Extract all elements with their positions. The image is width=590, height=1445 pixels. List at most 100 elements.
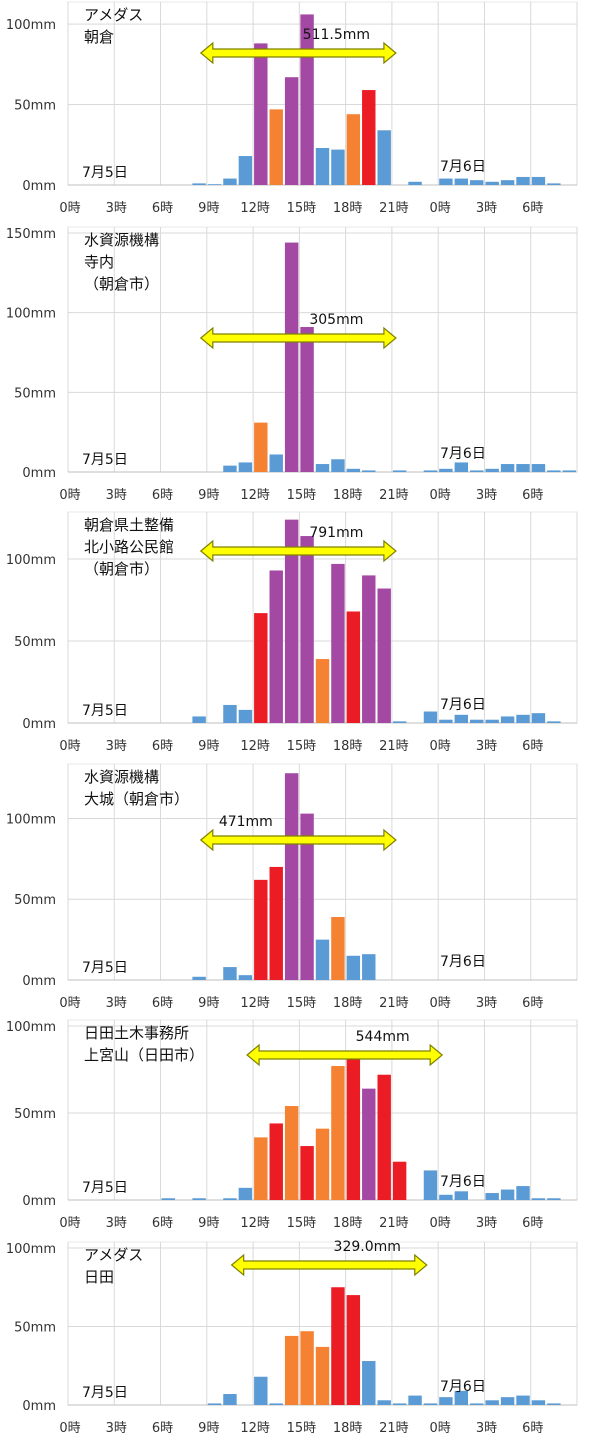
station-label: 日田土木事務所 bbox=[84, 1024, 189, 1042]
y-tick-label: 0mm bbox=[22, 1399, 56, 1414]
x-tick-label: 21時 bbox=[379, 488, 409, 503]
x-tick-label: 6時 bbox=[152, 201, 173, 216]
x-tick-label: 3時 bbox=[476, 201, 497, 216]
x-tick-label: 0時 bbox=[430, 1216, 451, 1231]
day1-label: 7月5日 bbox=[82, 1385, 128, 1401]
x-tick-label: 6時 bbox=[522, 1216, 543, 1231]
total-label: 544mm bbox=[356, 1029, 410, 1045]
total-label: 329.0mm bbox=[334, 1239, 401, 1255]
rain-bar bbox=[315, 147, 330, 185]
rain-bar bbox=[423, 1170, 438, 1200]
rain-bar bbox=[454, 1390, 469, 1405]
x-tick-label: 6時 bbox=[152, 739, 173, 754]
rain-bar bbox=[423, 1403, 438, 1405]
station-label: 朝倉 bbox=[84, 28, 114, 46]
y-tick-label: 50mm bbox=[14, 1107, 56, 1122]
rain-bar bbox=[300, 327, 314, 472]
station-label: （朝倉市） bbox=[84, 560, 159, 578]
total-label: 471mm bbox=[219, 814, 273, 830]
rain-bar bbox=[223, 1394, 237, 1405]
x-tick-label: 18時 bbox=[333, 739, 363, 754]
plot-area bbox=[67, 226, 578, 473]
rain-bar bbox=[470, 1403, 484, 1405]
rain-bar bbox=[485, 1400, 499, 1405]
rain-bar bbox=[254, 43, 268, 186]
rain-bar bbox=[315, 1128, 330, 1200]
x-tick-label: 3時 bbox=[106, 488, 127, 503]
station-label: 日田 bbox=[84, 1268, 114, 1286]
rain-bar bbox=[223, 465, 237, 472]
rain-bar bbox=[269, 570, 283, 723]
x-tick-label: 0時 bbox=[430, 488, 451, 503]
x-tick-label: 3時 bbox=[476, 1421, 497, 1436]
rain-bar bbox=[161, 1198, 175, 1200]
rain-bar bbox=[254, 1137, 268, 1200]
y-tick-label: 50mm bbox=[14, 1321, 56, 1336]
x-tick-label: 9時 bbox=[198, 996, 219, 1011]
rain-bar bbox=[547, 721, 561, 723]
x-tick-label: 6時 bbox=[522, 1421, 543, 1436]
rain-bar bbox=[547, 470, 561, 472]
y-tick-label: 100mm bbox=[6, 1020, 56, 1035]
day2-label: 7月6日 bbox=[440, 1379, 486, 1395]
rain-bar bbox=[377, 588, 391, 723]
total-label: 511.5mm bbox=[303, 27, 370, 43]
rain-bar bbox=[346, 611, 361, 723]
y-tick-label: 50mm bbox=[14, 635, 56, 650]
rain-bar bbox=[346, 955, 361, 980]
y-tick-label: 100mm bbox=[6, 307, 56, 322]
y-tick-label: 100mm bbox=[6, 553, 56, 568]
rain-bar bbox=[315, 659, 330, 723]
x-tick-label: 3時 bbox=[476, 1216, 497, 1231]
rain-bar bbox=[562, 470, 576, 472]
rain-bar bbox=[300, 1331, 314, 1405]
rain-bar bbox=[254, 1376, 268, 1405]
x-tick-label: 15時 bbox=[287, 996, 317, 1011]
rain-bar bbox=[485, 468, 499, 472]
rain-bar bbox=[238, 156, 253, 185]
rain-bar bbox=[300, 536, 314, 723]
x-tick-label: 3時 bbox=[476, 488, 497, 503]
rain-bar bbox=[516, 1395, 530, 1405]
day2-label: 7月6日 bbox=[440, 697, 486, 713]
rain-bar bbox=[284, 242, 299, 472]
rain-bar bbox=[192, 716, 206, 723]
rain-bar bbox=[207, 184, 222, 185]
x-tick-label: 12時 bbox=[240, 1216, 270, 1231]
total-label: 305mm bbox=[309, 312, 363, 328]
rain-bar bbox=[500, 180, 515, 185]
rain-bar bbox=[408, 1395, 422, 1405]
x-tick-label: 12時 bbox=[240, 488, 270, 503]
station-label: 水資源機構 bbox=[84, 231, 159, 249]
x-tick-label: 6時 bbox=[152, 996, 173, 1011]
rain-bar bbox=[192, 183, 206, 185]
rain-bar bbox=[454, 178, 469, 185]
rain-bar bbox=[192, 1198, 206, 1200]
station-label: （朝倉市） bbox=[84, 275, 159, 293]
station-label: 寺内 bbox=[84, 253, 114, 271]
x-tick-label: 18時 bbox=[333, 201, 363, 216]
rain-bar bbox=[392, 721, 407, 723]
x-tick-label: 9時 bbox=[198, 1216, 219, 1231]
x-tick-label: 0時 bbox=[59, 201, 80, 216]
period-arrow bbox=[199, 828, 397, 852]
rain-bar bbox=[362, 1361, 376, 1405]
rain-bar bbox=[531, 1198, 546, 1200]
x-tick-label: 6時 bbox=[522, 488, 543, 503]
x-tick-label: 6時 bbox=[522, 996, 543, 1011]
rain-bar bbox=[485, 1193, 499, 1200]
rain-bar bbox=[362, 90, 376, 185]
x-tick-label: 6時 bbox=[152, 488, 173, 503]
station-label: アメダス bbox=[84, 1246, 143, 1264]
rain-bar bbox=[223, 704, 237, 723]
rain-bar bbox=[500, 464, 515, 472]
rain-bar bbox=[284, 519, 299, 723]
rain-bar bbox=[454, 1191, 469, 1200]
y-tick-label: 100mm bbox=[6, 1242, 56, 1257]
x-tick-label: 6時 bbox=[522, 739, 543, 754]
rain-bar bbox=[362, 470, 376, 472]
rain-bar bbox=[377, 130, 391, 185]
x-tick-label: 3時 bbox=[476, 739, 497, 754]
x-tick-label: 0時 bbox=[430, 739, 451, 754]
x-tick-label: 18時 bbox=[333, 1421, 363, 1436]
